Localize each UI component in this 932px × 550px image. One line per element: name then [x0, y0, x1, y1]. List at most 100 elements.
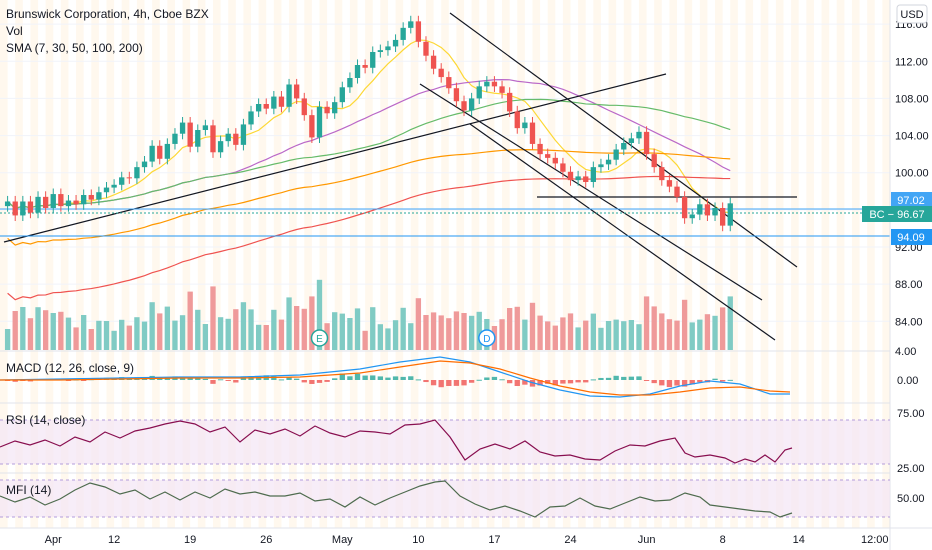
- time-tick-label: 10: [412, 534, 424, 546]
- current-price-badge[interactable]: BC − 96.67: [862, 206, 932, 222]
- macd-histogram-bar: [552, 380, 558, 386]
- volume-bar: [438, 315, 444, 350]
- volume-bar: [704, 314, 711, 350]
- candle-body: [141, 161, 148, 168]
- volume-bar: [712, 315, 718, 350]
- candle-body: [545, 154, 551, 158]
- sma-label: SMA (7, 30, 50, 100, 200): [6, 41, 143, 55]
- channel-lower-line[interactable]: [469, 123, 776, 341]
- volume-bar: [461, 313, 467, 350]
- macd-zero-tick: 0.00: [897, 375, 918, 387]
- volume-bar: [12, 311, 18, 350]
- candle-body: [347, 78, 353, 88]
- macd-histogram-bar: [347, 376, 353, 380]
- volume-bar: [567, 313, 574, 350]
- channel-mid-line[interactable]: [419, 83, 763, 301]
- event-marker[interactable]: [478, 329, 496, 347]
- candle-body: [415, 21, 422, 42]
- volume-bar: [697, 319, 703, 350]
- rsi-tick-75: 75.00: [897, 408, 925, 420]
- macd-histogram-bar: [202, 378, 209, 380]
- candle-body: [126, 177, 132, 179]
- volume-bar: [446, 318, 452, 350]
- candle-body: [202, 125, 209, 130]
- sma-7-line: [7, 39, 731, 214]
- macd-histogram-bar: [545, 380, 551, 384]
- macd-histogram-bar: [567, 380, 574, 384]
- sma-200-line: [7, 175, 731, 301]
- rsi-pane[interactable]: [0, 419, 890, 465]
- sma-lines: [7, 39, 731, 301]
- price-tick-label: 100.00: [895, 168, 929, 180]
- candle-body: [179, 122, 186, 134]
- vol-label: Vol: [6, 24, 23, 38]
- macd-histogram-bar: [217, 379, 224, 381]
- candle-body: [681, 196, 688, 219]
- macd-histogram-bar: [590, 379, 596, 381]
- macd-histogram-bar: [719, 380, 726, 382]
- candle-body: [58, 194, 64, 207]
- event-marker[interactable]: [310, 329, 329, 347]
- level-high-badge[interactable]: 97.02: [891, 192, 932, 208]
- candle-body: [499, 86, 505, 93]
- volume-bar: [248, 309, 254, 350]
- candle-body: [438, 68, 444, 78]
- time-tick-label: 12:00: [861, 534, 889, 546]
- macd-histogram-bar: [400, 376, 406, 380]
- volume-bar: [385, 328, 391, 350]
- volume-bar: [430, 312, 437, 350]
- volume-bar: [240, 302, 247, 350]
- current-price-badge-text: BC − 96.67: [869, 209, 924, 221]
- macd-histogram-bar: [446, 380, 452, 386]
- macd-histogram-bar: [370, 375, 376, 380]
- candle-body: [453, 88, 460, 102]
- volume-bar: [187, 291, 193, 350]
- volume-bar: [157, 313, 163, 350]
- candle-body: [187, 122, 193, 147]
- volume-bar: [309, 296, 315, 350]
- candle-body: [400, 27, 406, 40]
- volume-bar: [453, 311, 460, 350]
- macd-histogram-bar: [392, 376, 399, 380]
- upward-trendline[interactable]: [3, 73, 667, 243]
- price-tick-label: 108.00: [895, 93, 929, 105]
- candle-body: [119, 177, 125, 185]
- candle-body: [423, 41, 429, 56]
- macd-histogram-bar: [583, 380, 589, 383]
- time-axis[interactable]: Apr 12 19 26 May 10 17 24 Jun 8 14 12:00: [45, 534, 889, 546]
- macd-histogram-bar: [210, 380, 216, 384]
- volume-bar: [545, 321, 551, 350]
- level-low-badge[interactable]: 94.09: [891, 229, 932, 245]
- currency-button[interactable]: [896, 4, 928, 24]
- macd-histogram-bar: [605, 377, 612, 380]
- macd-histogram-bar: [636, 376, 642, 380]
- macd-histogram-bar: [423, 380, 429, 383]
- volume-bar: [537, 315, 543, 350]
- volume-bar: [499, 319, 505, 350]
- macd-line: [0, 356, 790, 398]
- candle-body: [621, 143, 627, 150]
- candle-body: [362, 65, 368, 68]
- candlesticks: [4, 15, 733, 232]
- macd-pane[interactable]: [0, 356, 791, 398]
- macd-histogram-bar: [324, 380, 330, 382]
- macd-histogram-bar: [514, 380, 520, 386]
- volume-bar: [58, 311, 64, 350]
- macd-histogram-bar: [286, 377, 292, 380]
- macd-histogram-bar: [529, 380, 536, 387]
- volume-bar: [400, 307, 406, 350]
- candle-body: [689, 214, 695, 219]
- mfi-pane[interactable]: [0, 479, 890, 518]
- macd-histogram-bar: [651, 380, 657, 384]
- volume-bar: [689, 322, 695, 350]
- macd-histogram-bar: [666, 380, 673, 388]
- macd-histogram-bar: [309, 380, 315, 384]
- volume-bar: [50, 313, 56, 350]
- candle-body: [195, 130, 201, 147]
- volume-bar: [96, 320, 102, 350]
- volume-bar: [415, 298, 422, 350]
- candle-body: [164, 143, 171, 159]
- volume-bar: [362, 330, 368, 350]
- candle-body: [278, 96, 285, 107]
